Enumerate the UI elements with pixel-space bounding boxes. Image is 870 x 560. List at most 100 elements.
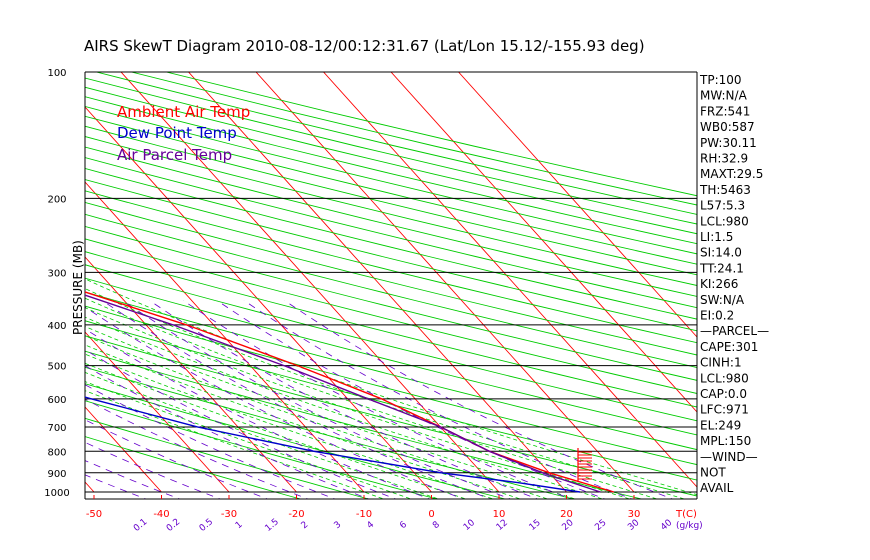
dry-adiabat-line xyxy=(85,436,302,499)
index-readout: —WIND— xyxy=(700,450,758,464)
index-readout: MPL:150 xyxy=(700,434,751,448)
chart-title: AIRS SkewT Diagram 2010-08-12/00:12:31.6… xyxy=(84,37,645,55)
index-readout: LI:1.5 xyxy=(700,230,733,244)
mixing-ratio-tick-label: 0.5 xyxy=(198,517,215,534)
index-readout: SI:14.0 xyxy=(700,246,742,260)
isotherm-line xyxy=(85,331,230,493)
isotherm-line xyxy=(188,72,567,493)
bottom-temp-tick-label: 10 xyxy=(493,509,506,520)
bottom-temp-tick-label: -10 xyxy=(356,509,372,520)
index-readout: TH:5463 xyxy=(699,183,751,197)
dry-adiabat-line xyxy=(85,238,697,394)
isotherm-line xyxy=(458,72,697,338)
dry-adiabat-line xyxy=(85,335,697,497)
pressure-tick-label: 300 xyxy=(47,268,66,279)
mixing-ratio-tick-label: 25 xyxy=(593,518,608,533)
dry-adiabat-line xyxy=(85,305,697,466)
index-readout: SW:N/A xyxy=(700,293,745,307)
pressure-tick-label: 500 xyxy=(47,362,66,373)
mixing-ratio-tick-label: 20 xyxy=(560,518,575,533)
moist-adiabat-line xyxy=(85,381,413,499)
dry-adiabat-line xyxy=(85,167,697,320)
index-readout: MAXT:29.5 xyxy=(700,167,763,181)
bottom-temp-tick-label: -30 xyxy=(221,509,237,520)
dry-adiabat-line xyxy=(85,190,697,344)
index-readout: LCL:980 xyxy=(700,371,749,385)
index-readout: L57:5.3 xyxy=(700,199,745,213)
pressure-tick-label: 1000 xyxy=(44,488,69,499)
y-axis-label: PRESSURE (MB) xyxy=(71,240,85,335)
mixing-ratio-ticks: 0.1 0.2 0.5 1 1.5 2 3 4 6 8 10 12 15 20 25 30 40 xyxy=(132,517,675,534)
mixing-ratio-tick-label: 40 xyxy=(659,518,674,533)
dry-adiabat-line xyxy=(85,136,697,286)
index-readout: EI:0.2 xyxy=(700,309,734,323)
index-readout: TT:24.1 xyxy=(699,261,744,275)
isotherm-line xyxy=(255,72,635,493)
bottom-temp-tick-label: -20 xyxy=(288,509,304,520)
mixing-ratio-line xyxy=(85,460,181,499)
index-readout: LFC:971 xyxy=(700,403,749,417)
dry-adiabat-line xyxy=(85,251,697,408)
bottom-temp-tick-label: -50 xyxy=(86,509,102,520)
dry-adiabat-line xyxy=(85,115,697,265)
series-line-parcel xyxy=(85,294,601,493)
moist-adiabat-line xyxy=(85,307,632,499)
legend: Ambient Air Temp Dew Point Temp Air Parc… xyxy=(117,103,250,164)
legend-item-ambient: Ambient Air Temp xyxy=(117,103,250,121)
dry-adiabat-line xyxy=(85,366,576,499)
isotherm-line xyxy=(85,256,297,493)
mixing-ratio-tick-label: 3 xyxy=(333,520,344,531)
bottom-temp-ticks: -50 -40 -30 -20 -10 0 10 20 30 xyxy=(86,495,641,520)
moist-adiabat-line xyxy=(85,316,604,499)
index-readout: RH:32.9 xyxy=(700,152,748,166)
index-readout: PW:30.11 xyxy=(700,136,757,150)
isobars xyxy=(84,71,698,500)
index-readout: FRZ:541 xyxy=(700,104,750,118)
mixing-ratio-tick-label: 30 xyxy=(626,518,641,533)
moist-adiabat-line xyxy=(85,326,577,499)
mixing-ratio-unit-label: (g/kg) xyxy=(676,521,703,531)
index-readout: CAP:0.0 xyxy=(700,387,747,401)
mixing-ratio-tick-label: 6 xyxy=(398,520,409,532)
series-lines xyxy=(85,291,614,493)
bottom-temp-tick-label: 30 xyxy=(628,509,641,520)
index-readout: AVAIL xyxy=(700,481,734,495)
moist-adiabat-line xyxy=(85,335,549,499)
index-readout: NOT xyxy=(700,466,726,480)
isotherm-line xyxy=(323,72,697,488)
legend-item-parcel: Air Parcel Temp xyxy=(117,146,232,164)
dry-adiabat-line xyxy=(85,201,697,356)
pressure-tick-label: 800 xyxy=(47,447,66,458)
index-readout: TP:100 xyxy=(699,73,742,87)
mixing-ratio-tick-label: 1.5 xyxy=(264,517,281,534)
mixing-ratio-tick-label: 8 xyxy=(431,520,442,532)
mixing-ratio-tick-label: 15 xyxy=(528,518,543,533)
dry-adiabat-line xyxy=(85,125,697,276)
moist-adiabat-line xyxy=(85,390,385,499)
dry-adiabat-line xyxy=(85,146,697,297)
moist-adiabat-line xyxy=(85,362,467,499)
index-readout: KI:266 xyxy=(700,277,738,291)
pressure-tick-label: 400 xyxy=(47,321,66,332)
index-readout: CINH:1 xyxy=(700,356,742,370)
mixing-ratio-tick-label: 12 xyxy=(495,518,510,533)
isotherm-line xyxy=(85,181,365,493)
pressure-tick-label: 100 xyxy=(47,68,66,79)
bottom-temp-tick-label: 0 xyxy=(428,509,434,520)
wind-barb-icon xyxy=(577,448,592,482)
dry-adiabat-line xyxy=(85,320,697,481)
mixing-ratio-tick-label: 2 xyxy=(300,520,311,531)
mixing-ratio-line xyxy=(85,441,222,499)
dry-adiabat-line xyxy=(85,400,439,499)
pressure-tick-label: 700 xyxy=(47,423,66,434)
dry-adiabat-line xyxy=(85,213,697,369)
mixing-ratio-tick-label: 0.1 xyxy=(132,517,149,534)
index-readout: CAPE:301 xyxy=(700,340,758,354)
legend-item-dewpoint: Dew Point Temp xyxy=(117,124,237,142)
bottom-temp-tick-label: -40 xyxy=(153,509,169,520)
mixing-ratio-tick-label: 4 xyxy=(365,520,376,532)
series-line-dewpoint xyxy=(85,396,581,493)
bottom-temp-tick-label: 20 xyxy=(560,509,573,520)
dry-adiabat-line xyxy=(85,179,697,332)
